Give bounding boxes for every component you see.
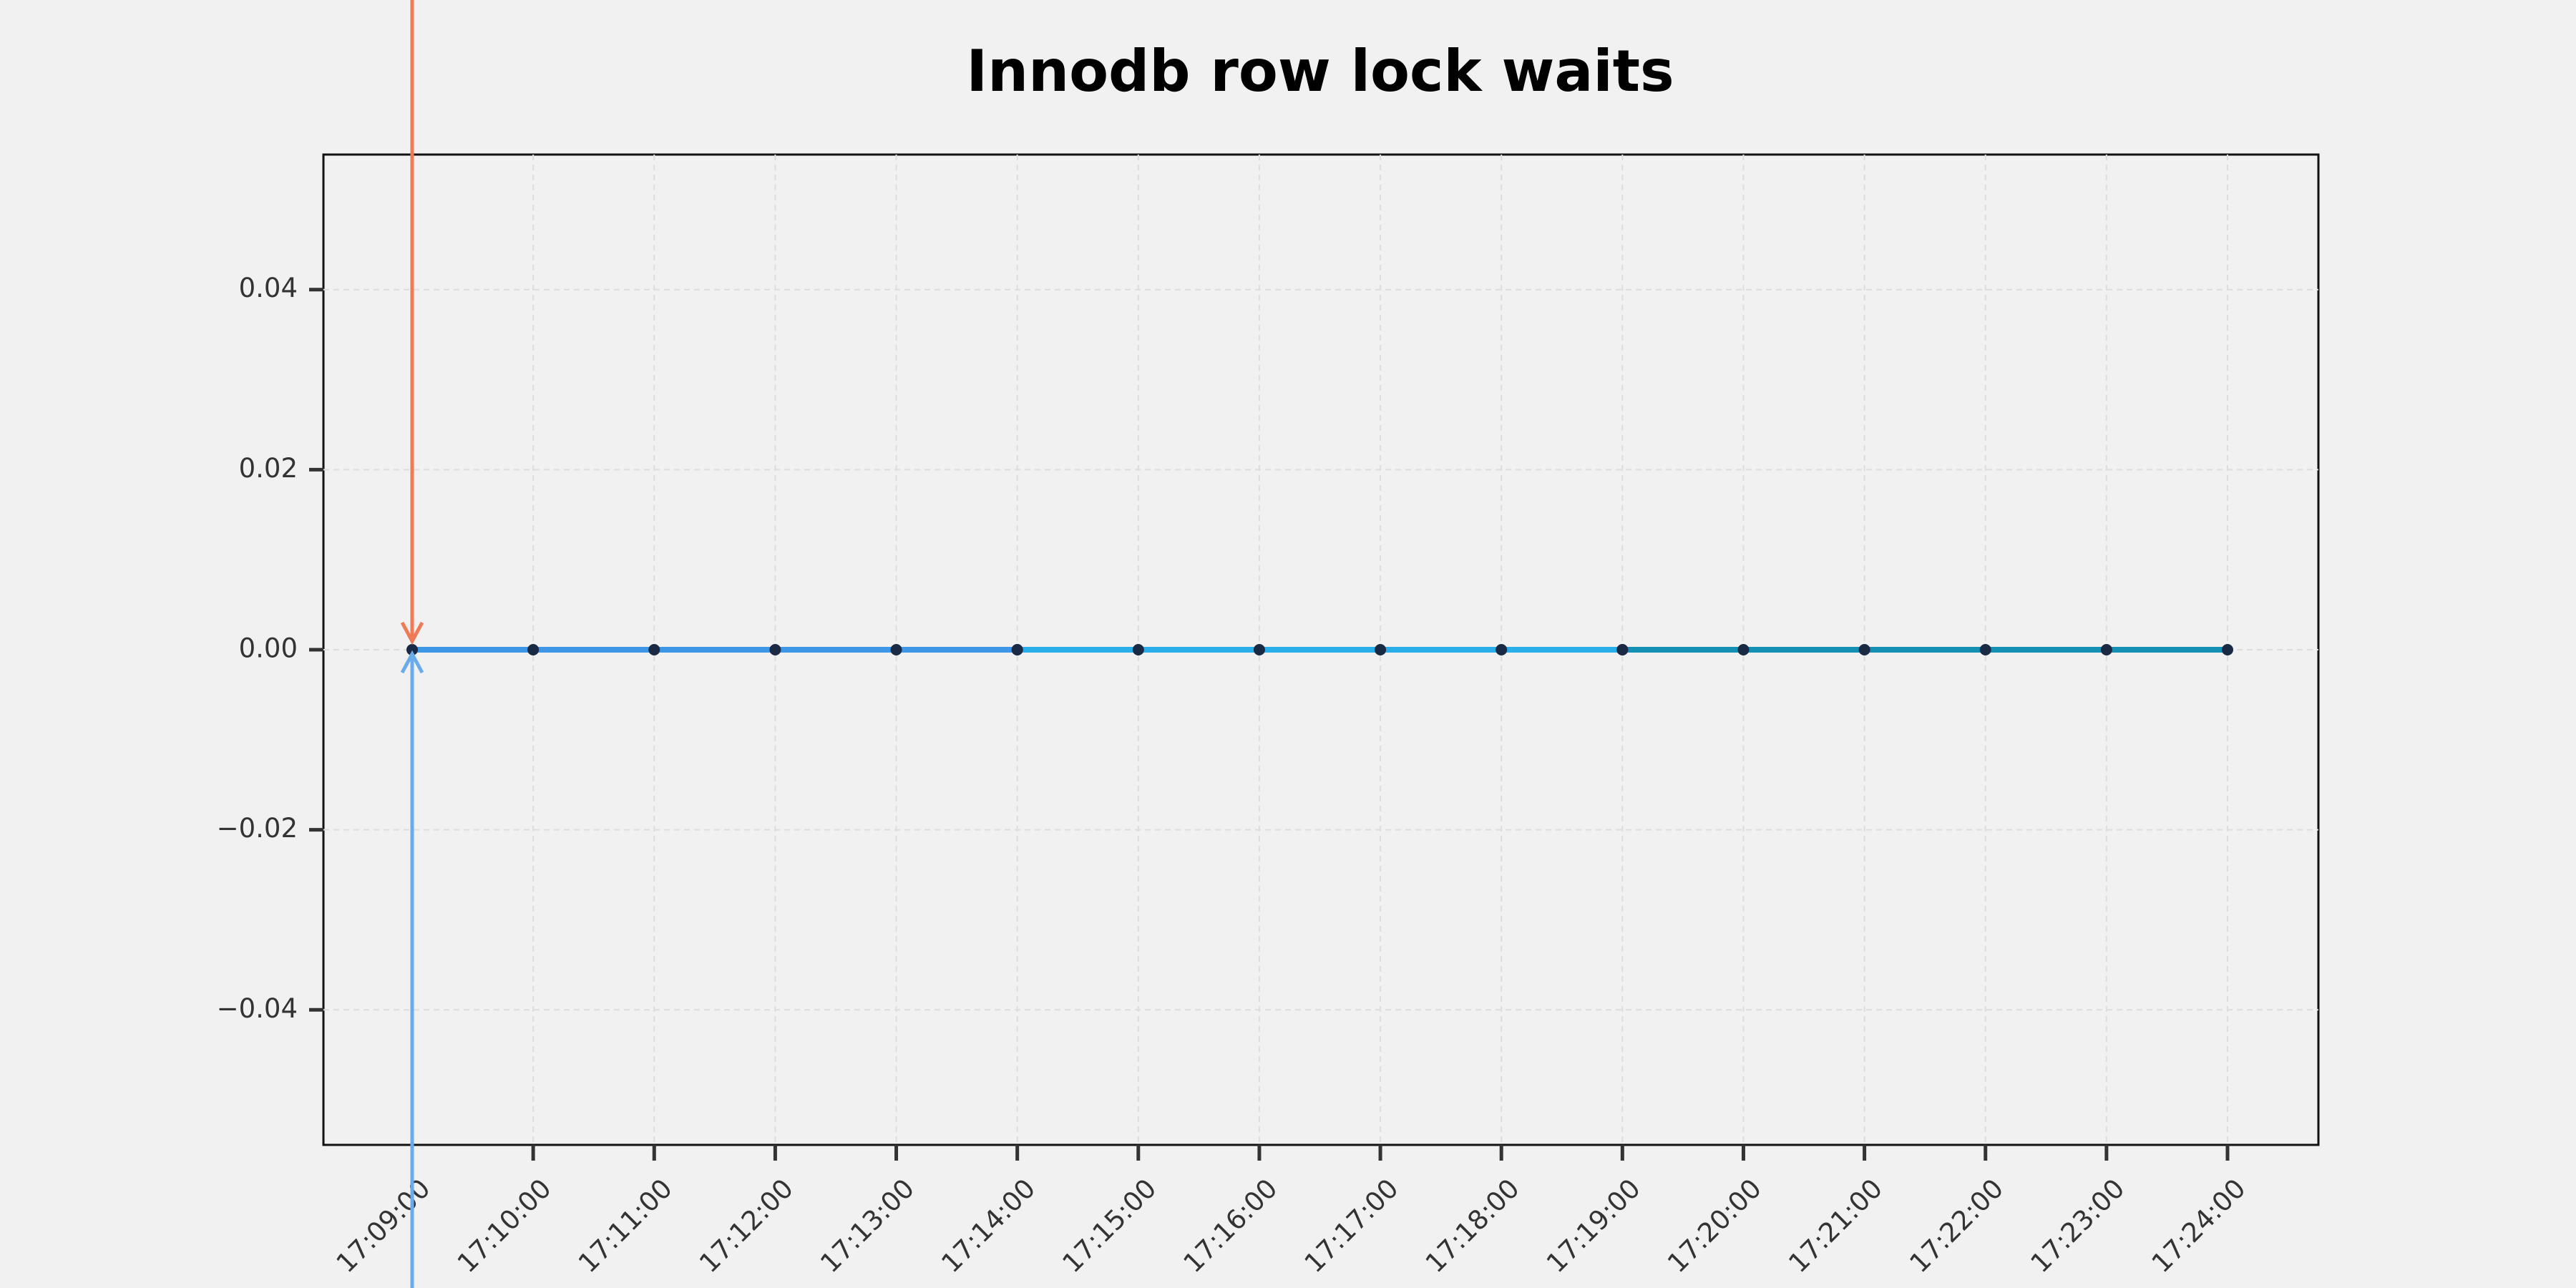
x-tick-label: 17:14:00 xyxy=(935,1173,1041,1279)
data-point xyxy=(1616,644,1629,655)
x-tick-label: 17:10:00 xyxy=(452,1173,557,1279)
data-point xyxy=(2222,644,2233,655)
data-point xyxy=(1132,644,1144,655)
data-point xyxy=(527,644,540,655)
y-tick-label: 0.00 xyxy=(239,633,298,664)
data-point xyxy=(406,644,418,655)
data-point xyxy=(1496,644,1508,655)
y-tick-label: 0.04 xyxy=(239,273,298,303)
data-point xyxy=(1979,644,1991,655)
x-tick-label: 17:09:00 xyxy=(331,1173,436,1279)
chart-title: Innodb row lock waits xyxy=(966,38,1674,104)
x-tick-label: 17:11:00 xyxy=(572,1173,678,1279)
data-point xyxy=(1858,644,1870,655)
x-tick-label: 17:18:00 xyxy=(1420,1173,1526,1279)
x-tick-label: 17:21:00 xyxy=(1782,1173,1888,1279)
y-tick-label: −0.04 xyxy=(217,993,298,1024)
data-point xyxy=(1253,644,1265,655)
x-tick-label: 17:15:00 xyxy=(1056,1173,1162,1279)
arrow-head xyxy=(400,650,424,674)
y-tick-label: 0.02 xyxy=(239,453,298,484)
x-tick-label: 17:22:00 xyxy=(1903,1173,2009,1279)
x-tick-label: 17:16:00 xyxy=(1178,1173,1284,1279)
x-tick-label: 17:17:00 xyxy=(1299,1173,1405,1279)
marks xyxy=(406,644,2233,655)
x-tick-label: 17:12:00 xyxy=(693,1173,799,1279)
x-tick-label: 17:13:00 xyxy=(814,1173,920,1279)
data-point xyxy=(1011,644,1023,655)
data-point xyxy=(648,644,660,655)
x-tick-label: 17:19:00 xyxy=(1541,1173,1646,1279)
data-point xyxy=(1375,644,1387,655)
x-tick-label: 17:23:00 xyxy=(2025,1173,2131,1279)
annotations xyxy=(400,0,424,1288)
data-point xyxy=(2100,644,2112,655)
x-tick-label: 17:20:00 xyxy=(1662,1173,1767,1279)
data-point xyxy=(1737,644,1750,655)
data-point xyxy=(769,644,781,655)
arrow-head xyxy=(400,621,424,645)
x-tick-label: 17:24:00 xyxy=(2146,1173,2252,1279)
data-point xyxy=(890,644,902,655)
y-tick-label: −0.02 xyxy=(217,813,298,844)
